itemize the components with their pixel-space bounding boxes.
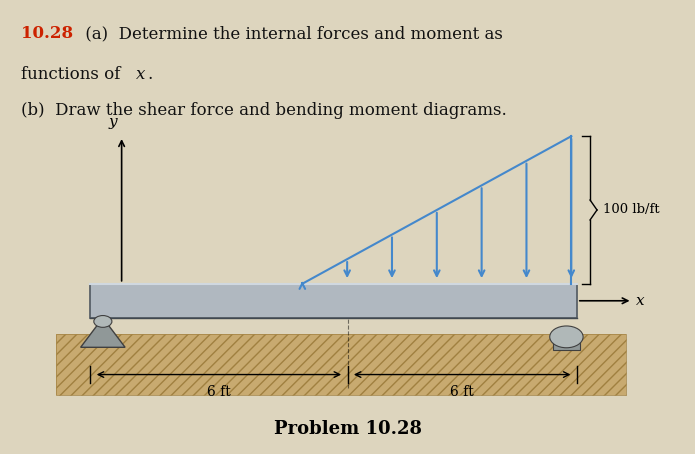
Text: x: x bbox=[636, 294, 644, 308]
Text: 6 ft: 6 ft bbox=[450, 385, 474, 399]
Text: 100 lb/ft: 100 lb/ft bbox=[603, 203, 659, 217]
Text: .: . bbox=[147, 66, 153, 83]
Bar bbox=[553, 342, 580, 350]
Bar bbox=[90, 284, 577, 318]
Text: Problem 10.28: Problem 10.28 bbox=[274, 420, 421, 438]
Circle shape bbox=[94, 316, 112, 327]
Text: (b)  Draw the shear force and bending moment diagrams.: (b) Draw the shear force and bending mom… bbox=[21, 102, 507, 119]
Text: functions of: functions of bbox=[21, 66, 126, 83]
Bar bbox=[56, 334, 626, 395]
Text: 6 ft: 6 ft bbox=[207, 385, 231, 399]
Bar bbox=[56, 334, 626, 395]
Circle shape bbox=[550, 326, 583, 348]
Text: (a)  Determine the internal forces and moment as: (a) Determine the internal forces and mo… bbox=[80, 25, 502, 42]
Text: y: y bbox=[108, 115, 117, 129]
Text: x: x bbox=[136, 66, 145, 83]
Polygon shape bbox=[81, 318, 125, 347]
Text: 10.28: 10.28 bbox=[21, 25, 73, 42]
